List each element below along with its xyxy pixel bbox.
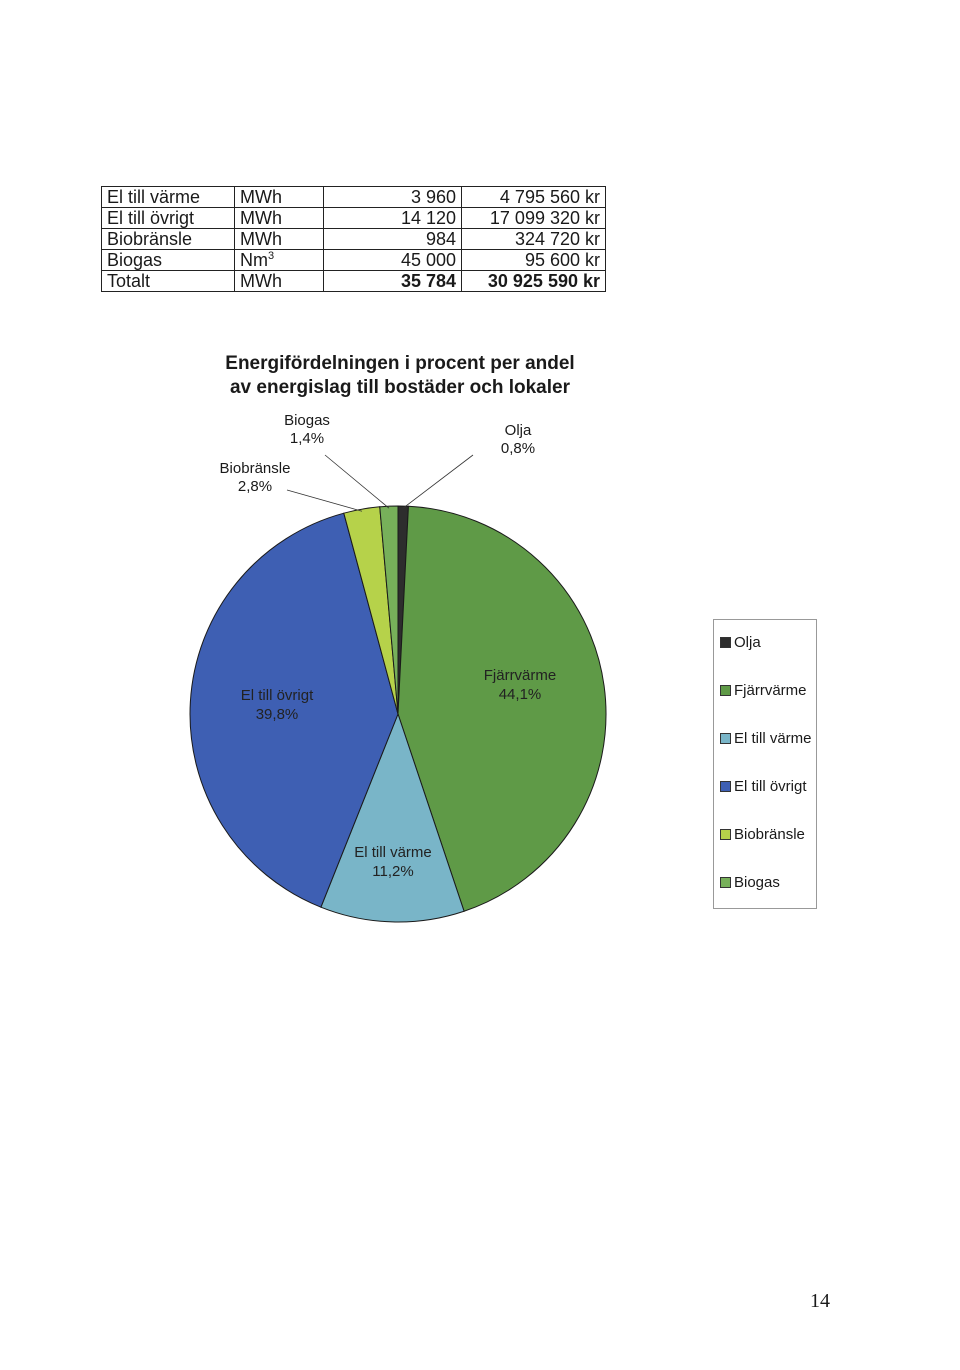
chart-legend: Olja Fjärrvärme El till värme El till övrig…	[713, 619, 817, 909]
legend-swatch	[720, 877, 731, 888]
callout-label-biobransle: Biobränsle 2,8%	[220, 460, 291, 495]
table-row: Biobränsle MWh 984 324 720 kr	[101, 228, 606, 250]
legend-item-olja: Olja	[720, 633, 761, 653]
unit-cell: Nm3	[234, 249, 324, 271]
legend-label: El till övrigt	[734, 778, 807, 795]
callout-label-biogas: Biogas 1,4%	[284, 412, 330, 447]
legend-swatch	[720, 781, 731, 792]
legend-label: Fjärrvärme	[734, 682, 807, 699]
energy-type-cell: Biogas	[101, 249, 235, 271]
total-unit-cell: MWh	[234, 270, 324, 292]
unit-cell: MWh	[234, 207, 324, 229]
callout-label-olja: Olja 0,8%	[501, 422, 535, 457]
pie-slice-el-till-varme	[320, 712, 465, 923]
amount-cell: 45 000	[323, 249, 462, 271]
energy-type-cell: El till övrigt	[101, 207, 235, 229]
slice-label-el-till-ovrigt: El till övrigt 39,8%	[241, 687, 314, 723]
chart-title-line-2: av energislag till bostäder och lokaler	[229, 377, 570, 398]
chart-title-line-1: Energifördelningen i procent per andel	[225, 353, 575, 374]
energy-type-cell: El till värme	[101, 186, 235, 208]
callout-line-olja	[402, 454, 474, 509]
legend-swatch	[720, 685, 731, 696]
table-total-row: Totalt MWh 35 784 30 925 590 kr	[101, 270, 606, 292]
total-amount-cell: 35 784	[323, 270, 462, 292]
slice-label-el-till-varme: El till värme 11,2%	[354, 844, 432, 880]
legend-label: Olja	[734, 634, 761, 651]
legend-label: Biobränsle	[734, 826, 805, 843]
legend-item-el-till-varme: El till värme	[720, 729, 812, 749]
pie-slice-el-till-ovrigt	[189, 512, 399, 908]
energy-cost-table: El till värme MWh 3 960 4 795 560 kr El till…	[101, 186, 606, 292]
callout-line-biogas	[324, 454, 390, 509]
pie-slice-fjarrvarme	[397, 505, 607, 912]
total-cost-cell: 30 925 590 kr	[461, 270, 606, 292]
total-label-cell: Totalt	[101, 270, 235, 292]
pie-slice-biogas	[379, 505, 399, 715]
slice-label-fjarrvarme: Fjärrvärme 44,1%	[484, 667, 557, 703]
legend-swatch	[720, 733, 731, 744]
table-row: El till värme MWh 3 960 4 795 560 kr	[101, 186, 606, 208]
unit-cell: MWh	[234, 228, 324, 250]
chart-title: Energifördelningen i procent per andel a…	[180, 352, 620, 400]
legend-item-biobransle: Biobränsle	[720, 825, 805, 845]
legend-label: Biogas	[734, 874, 780, 891]
legend-item-el-till-ovrigt: El till övrigt	[720, 777, 807, 797]
legend-swatch	[720, 637, 731, 648]
page-number: 14	[810, 1290, 830, 1312]
legend-item-biogas: Biogas	[720, 873, 780, 893]
table-row: Biogas Nm3 45 000 95 600 kr	[101, 249, 606, 271]
legend-swatch	[720, 829, 731, 840]
legend-item-fjarrvarme: Fjärrvärme	[720, 681, 807, 701]
legend-label: El till värme	[734, 730, 812, 747]
callout-line-biobransle	[286, 489, 363, 512]
